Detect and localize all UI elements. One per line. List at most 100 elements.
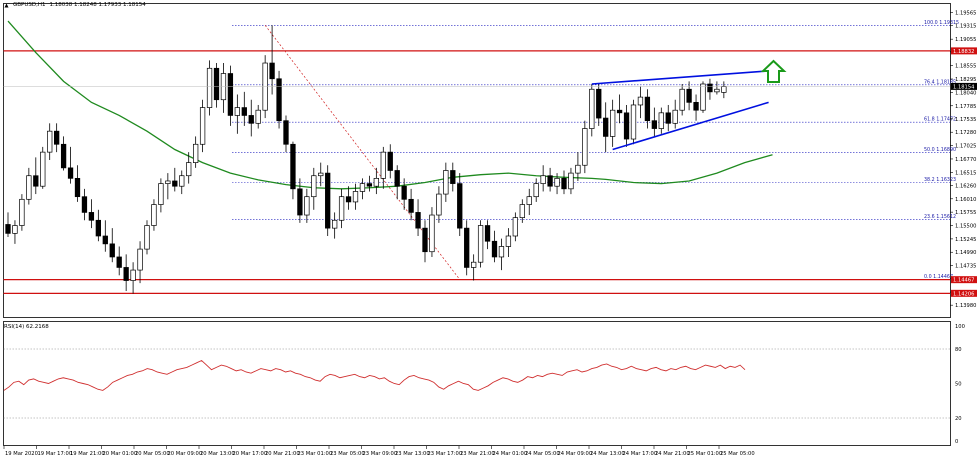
candle: [81, 188, 88, 221]
candle: [33, 157, 39, 195]
candle: [616, 94, 623, 124]
candle-body: [477, 225, 484, 263]
candle-body: [255, 109, 261, 124]
candle-body: [234, 107, 241, 116]
candle: [665, 104, 671, 132]
time-tick-label: 24 Mar 05:00: [525, 451, 560, 457]
candle-body: [290, 143, 296, 190]
fib-level-label: 38.2 1.16323: [924, 177, 956, 183]
price-tick-label: 1.13980: [955, 303, 976, 309]
candle: [116, 246, 122, 276]
candle-body: [700, 83, 706, 111]
candle-body: [179, 175, 185, 187]
candle-body: [603, 117, 609, 137]
candle-body: [443, 170, 449, 195]
candle-body: [387, 151, 393, 171]
candle-body: [672, 109, 678, 124]
candle: [311, 167, 317, 210]
candle: [19, 194, 25, 231]
candle-body: [144, 225, 150, 250]
candle: [199, 99, 206, 153]
candle-body: [714, 88, 720, 93]
candle: [603, 102, 609, 153]
time-tick-label: 20 Mar 05:00: [135, 451, 170, 457]
candle-body: [575, 164, 581, 174]
fib-level-label: 100.0 1.19315: [924, 20, 959, 26]
candle-body: [526, 196, 532, 205]
candle: [387, 144, 393, 179]
candle: [359, 178, 366, 200]
price-tick-label: 1.15500: [955, 224, 976, 230]
candle: [637, 86, 644, 119]
level-badge-label: 1.14206: [953, 291, 974, 297]
candle-body: [457, 183, 463, 229]
candle-body: [158, 183, 164, 205]
time-tick-label: 19 Mar 17:00: [38, 451, 73, 457]
candle-body: [366, 183, 373, 187]
candle-body: [644, 96, 651, 122]
candle-body: [248, 115, 254, 124]
fib-trend-line: [264, 25, 461, 280]
candle-body: [88, 212, 95, 221]
candle-body: [338, 196, 345, 221]
price-tick-label: 1.19055: [955, 37, 976, 43]
candle: [26, 167, 32, 205]
rsi-line: [3, 359, 746, 391]
candle-body: [359, 183, 366, 192]
candle: [519, 199, 525, 223]
candle-body: [60, 143, 67, 169]
time-tick-label: 24 Mar 09:00: [558, 451, 593, 457]
candle-body: [519, 204, 525, 219]
candle: [575, 152, 581, 181]
candle: [609, 99, 616, 147]
candle: [130, 262, 136, 294]
rsi-axis-label: 50: [955, 382, 962, 388]
candle-body: [561, 177, 567, 190]
candle-body: [491, 240, 498, 258]
candle-body: [172, 180, 178, 187]
price-tick-label: 1.16515: [955, 170, 976, 176]
candle: [102, 220, 108, 252]
candle-body: [380, 151, 386, 179]
candle: [67, 146, 74, 184]
price-tick-label: 1.16260: [955, 184, 976, 190]
candle-body: [665, 112, 671, 124]
candle-body: [408, 198, 414, 213]
current-price-label: 1.18154: [953, 84, 975, 90]
candle: [74, 165, 81, 202]
candle-body: [464, 227, 470, 268]
candle: [568, 167, 574, 195]
candle-body: [123, 267, 129, 281]
candle: [707, 78, 713, 100]
level-badge: [951, 289, 977, 297]
candle-body: [401, 185, 407, 200]
candle: [429, 207, 435, 257]
price-tick-label: 1.14735: [955, 264, 976, 270]
candle: [477, 220, 484, 268]
candle-body: [547, 175, 553, 187]
candle-body: [40, 151, 46, 187]
candle-body: [241, 107, 247, 116]
candle-body: [373, 177, 379, 187]
symbol-label: GBPUSD,H1: [13, 2, 46, 8]
candle-body: [505, 235, 512, 247]
time-tick-label: 25 Mar 05:00: [720, 451, 755, 457]
candle: [123, 254, 129, 292]
candle: [144, 220, 150, 255]
candle-body: [686, 88, 692, 103]
candle-body: [679, 88, 685, 111]
candle: [491, 230, 498, 263]
candle-body: [651, 120, 657, 129]
candle: [151, 199, 157, 231]
time-tick-label: 23 Mar 05:00: [330, 451, 365, 457]
candle: [47, 123, 53, 160]
candle: [561, 170, 567, 195]
candle: [332, 212, 338, 239]
time-tick-label: 23 Mar 13:00: [395, 451, 430, 457]
candle: [276, 70, 282, 129]
candle: [373, 167, 379, 195]
candle: [95, 209, 102, 242]
price-tick-label: 1.15755: [955, 210, 976, 216]
time-tick-label: 20 Mar 21:00: [265, 451, 300, 457]
candle: [380, 146, 386, 189]
